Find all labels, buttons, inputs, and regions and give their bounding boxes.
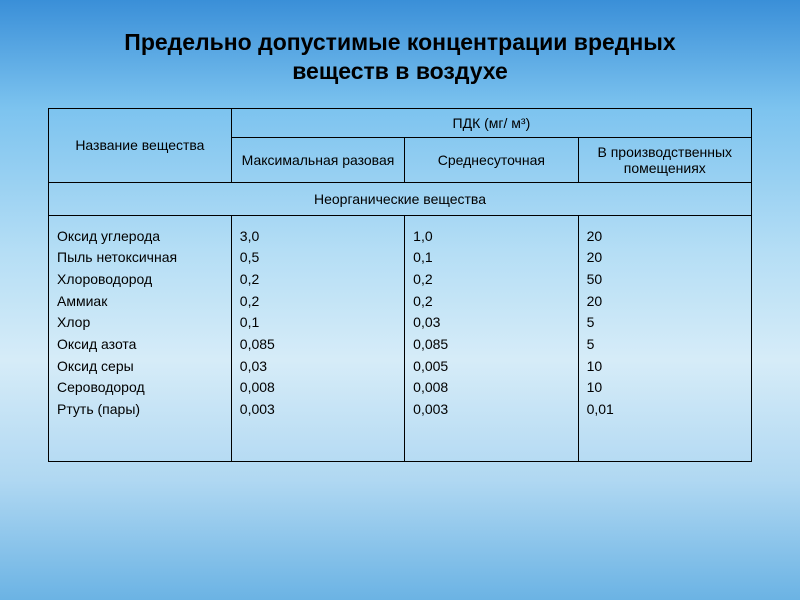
- value: 0,008: [240, 377, 396, 399]
- section-label: Неорганические вещества: [49, 182, 752, 215]
- value: 20: [587, 291, 743, 313]
- value: 10: [587, 356, 743, 378]
- value: 0,003: [240, 399, 396, 421]
- value: 0,01: [587, 399, 743, 421]
- value: 0,003: [413, 399, 569, 421]
- max-list: 3,00,50,20,20,10,0850,030,0080,003: [240, 226, 396, 421]
- value: Сероводород: [57, 377, 223, 399]
- value: 0,085: [240, 334, 396, 356]
- value: 50: [587, 269, 743, 291]
- value: 5: [587, 312, 743, 334]
- col-header-ind: В производственных помещениях: [578, 137, 751, 182]
- header-row-1: Название вещества ПДК (мг/ м³): [49, 108, 752, 137]
- slide-title: Предельно допустимые концентрации вредны…: [48, 28, 752, 86]
- value: 0,1: [413, 247, 569, 269]
- value: 0,03: [413, 312, 569, 334]
- value: 20: [587, 247, 743, 269]
- title-line-1: Предельно допустимые концентрации вредны…: [124, 29, 675, 55]
- section-row: Неорганические вещества: [49, 182, 752, 215]
- value: 0,008: [413, 377, 569, 399]
- value: Пыль нетоксичная: [57, 247, 223, 269]
- pdk-table: Название вещества ПДК (мг/ м³) Максималь…: [48, 108, 752, 462]
- cell-max: 3,00,50,20,20,10,0850,030,0080,003: [231, 215, 404, 461]
- value: Хлороводород: [57, 269, 223, 291]
- value: 20: [587, 226, 743, 248]
- value: 3,0: [240, 226, 396, 248]
- ind-list: 202050205510100,01: [587, 226, 743, 421]
- value: Оксид серы: [57, 356, 223, 378]
- value: 0,2: [240, 269, 396, 291]
- value: 5: [587, 334, 743, 356]
- avg-list: 1,00,10,20,20,030,0850,0050,0080,003: [413, 226, 569, 421]
- value: 1,0: [413, 226, 569, 248]
- value: Оксид углерода: [57, 226, 223, 248]
- col-header-name: Название вещества: [49, 108, 232, 182]
- value: 0,2: [240, 291, 396, 313]
- value: 0,5: [240, 247, 396, 269]
- col-header-max: Максимальная разовая: [231, 137, 404, 182]
- slide: Предельно допустимые концентрации вредны…: [0, 0, 800, 600]
- value: 10: [587, 377, 743, 399]
- value: 0,005: [413, 356, 569, 378]
- value: Аммиак: [57, 291, 223, 313]
- cell-ind: 202050205510100,01: [578, 215, 751, 461]
- value: 0,2: [413, 291, 569, 313]
- value: Ртуть (пары): [57, 399, 223, 421]
- col-header-avg: Среднесуточная: [405, 137, 578, 182]
- value: 0,2: [413, 269, 569, 291]
- value: 0,03: [240, 356, 396, 378]
- value: 0,085: [413, 334, 569, 356]
- value: 0,1: [240, 312, 396, 334]
- cell-names: Оксид углеродаПыль нетоксичнаяХлороводор…: [49, 215, 232, 461]
- col-header-pdk: ПДК (мг/ м³): [231, 108, 751, 137]
- value: Оксид азота: [57, 334, 223, 356]
- cell-avg: 1,00,10,20,20,030,0850,0050,0080,003: [405, 215, 578, 461]
- names-list: Оксид углеродаПыль нетоксичнаяХлороводор…: [57, 226, 223, 421]
- data-row: Оксид углеродаПыль нетоксичнаяХлороводор…: [49, 215, 752, 461]
- value: Хлор: [57, 312, 223, 334]
- title-line-2: веществ в воздухе: [292, 58, 508, 84]
